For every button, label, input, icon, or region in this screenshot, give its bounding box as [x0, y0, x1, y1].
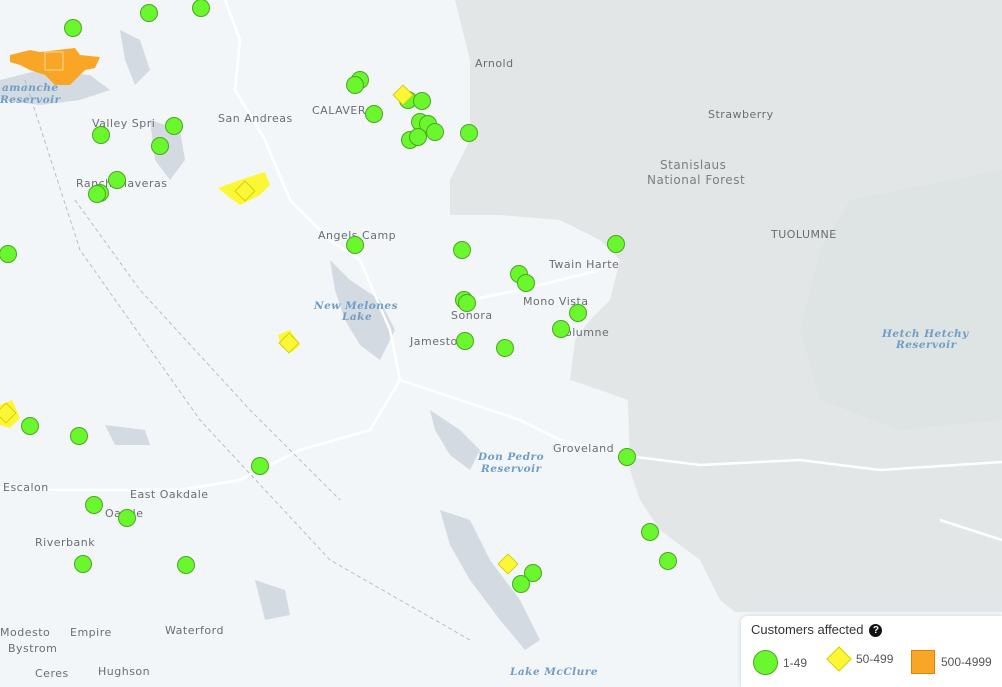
national-forest-area	[450, 0, 1002, 612]
place-label: Hughson	[98, 665, 150, 678]
place-label: National Forest	[647, 173, 745, 187]
outage-marker-1-49[interactable]	[70, 427, 88, 445]
place-label: Strawberry	[708, 108, 774, 121]
outage-marker-1-49[interactable]	[118, 509, 136, 527]
outage-marker-1-49[interactable]	[413, 92, 431, 110]
outage-marker-50-499[interactable]	[497, 553, 519, 575]
help-icon[interactable]: ?	[869, 624, 883, 637]
outage-marker-1-49[interactable]	[659, 552, 677, 570]
outage-marker-1-49[interactable]	[92, 126, 110, 144]
water-label: amanche	[2, 82, 59, 94]
place-label: Sonora	[451, 309, 493, 322]
place-label: San Andreas	[218, 112, 293, 125]
outage-marker-500-4999[interactable]	[44, 51, 64, 71]
outage-marker-1-49[interactable]	[460, 124, 478, 142]
place-label: Riverbank	[35, 536, 95, 549]
outage-marker-1-49[interactable]	[74, 555, 92, 573]
place-label: Stanislaus	[660, 158, 726, 172]
outage-marker-1-49[interactable]	[108, 171, 126, 189]
place-label: Twain Harte	[548, 258, 619, 271]
legend-title-text: Customers affected	[751, 622, 864, 637]
outage-marker-50-499[interactable]	[0, 402, 17, 424]
outage-marker-1-49[interactable]	[409, 128, 427, 146]
outage-marker-1-49[interactable]	[456, 332, 474, 350]
water-label: Lake McClure	[509, 666, 598, 678]
legend-item-1-49: 1-49	[753, 650, 807, 675]
water-label: New Melones	[313, 300, 398, 312]
place-label: Empire	[70, 626, 112, 639]
outage-marker-1-49[interactable]	[64, 19, 82, 37]
outage-marker-1-49[interactable]	[177, 556, 195, 574]
outage-marker-1-49[interactable]	[85, 496, 103, 514]
legend-title: Customers affected?	[751, 622, 883, 637]
outage-marker-1-49[interactable]	[618, 448, 636, 466]
place-label: TUOLUMNE	[770, 228, 837, 241]
outage-marker-50-499[interactable]	[392, 84, 414, 106]
place-label: Ceres	[35, 667, 69, 680]
place-label: East Oakdale	[130, 488, 209, 501]
legend-label: 500-4999	[941, 655, 992, 669]
outage-marker-1-49[interactable]	[641, 523, 659, 541]
legend-item-50-499: 50-499	[825, 646, 894, 672]
outage-marker-1-49[interactable]	[365, 105, 383, 123]
green-circle-icon	[753, 650, 778, 675]
outage-marker-1-49[interactable]	[0, 245, 17, 263]
place-label: Escalon	[3, 481, 49, 494]
outage-marker-1-49[interactable]	[151, 137, 169, 155]
water-label: Reservoir	[0, 94, 62, 106]
place-label: Modesto	[0, 626, 50, 639]
place-label: Mono Vista	[523, 295, 589, 308]
outage-marker-1-49[interactable]	[524, 564, 542, 582]
outage-marker-50-499[interactable]	[234, 180, 256, 202]
outage-marker-1-49[interactable]	[496, 339, 514, 357]
outage-marker-1-49[interactable]	[607, 235, 625, 253]
outage-marker-1-49[interactable]	[346, 76, 364, 94]
orange-square-icon	[911, 650, 935, 674]
outage-marker-1-49[interactable]	[517, 274, 535, 292]
place-label: Groveland	[553, 442, 614, 455]
outage-marker-1-49[interactable]	[165, 117, 183, 135]
outage-marker-1-49[interactable]	[251, 457, 269, 475]
water-bodies	[0, 30, 540, 650]
place-label: Valley Spri	[92, 117, 155, 130]
outage-marker-1-49[interactable]	[346, 236, 364, 254]
outage-marker-50-499[interactable]	[278, 332, 300, 354]
place-label: Bystrom	[8, 642, 57, 655]
place-label: CALAVER	[312, 104, 366, 117]
water-label: Reservoir	[480, 463, 543, 475]
water-label: Don Pedro	[477, 451, 544, 463]
outage-marker-1-49[interactable]	[552, 320, 570, 338]
outage-marker-1-49[interactable]	[426, 123, 444, 141]
place-label: Arnold	[475, 57, 514, 70]
yellow-diamond-icon	[826, 646, 852, 672]
legend-item-500-4999: 500-4999	[911, 650, 992, 674]
outage-marker-1-49[interactable]	[21, 417, 39, 435]
place-label: Waterford	[165, 624, 224, 637]
water-label: Reservoir	[895, 339, 958, 351]
place-label: Jamesto	[409, 335, 458, 348]
place-label: Angels Camp	[318, 229, 396, 242]
legend-label: 50-499	[856, 652, 894, 666]
outage-marker-1-49[interactable]	[453, 241, 471, 259]
legend-label: 1-49	[783, 655, 808, 670]
outage-marker-1-49[interactable]	[88, 185, 106, 203]
outage-marker-1-49[interactable]	[192, 0, 210, 17]
water-label: Lake	[341, 311, 372, 323]
outage-marker-1-49[interactable]	[140, 4, 158, 22]
outage-marker-1-49[interactable]	[512, 575, 530, 593]
water-label: Hetch Hetchy	[881, 328, 969, 340]
county-lines	[24, 79, 471, 641]
outage-marker-1-49[interactable]	[458, 294, 476, 312]
legend: Customers affected? 1-49 50-499 500-4999	[741, 616, 1002, 687]
outage-marker-1-49[interactable]	[569, 304, 587, 322]
